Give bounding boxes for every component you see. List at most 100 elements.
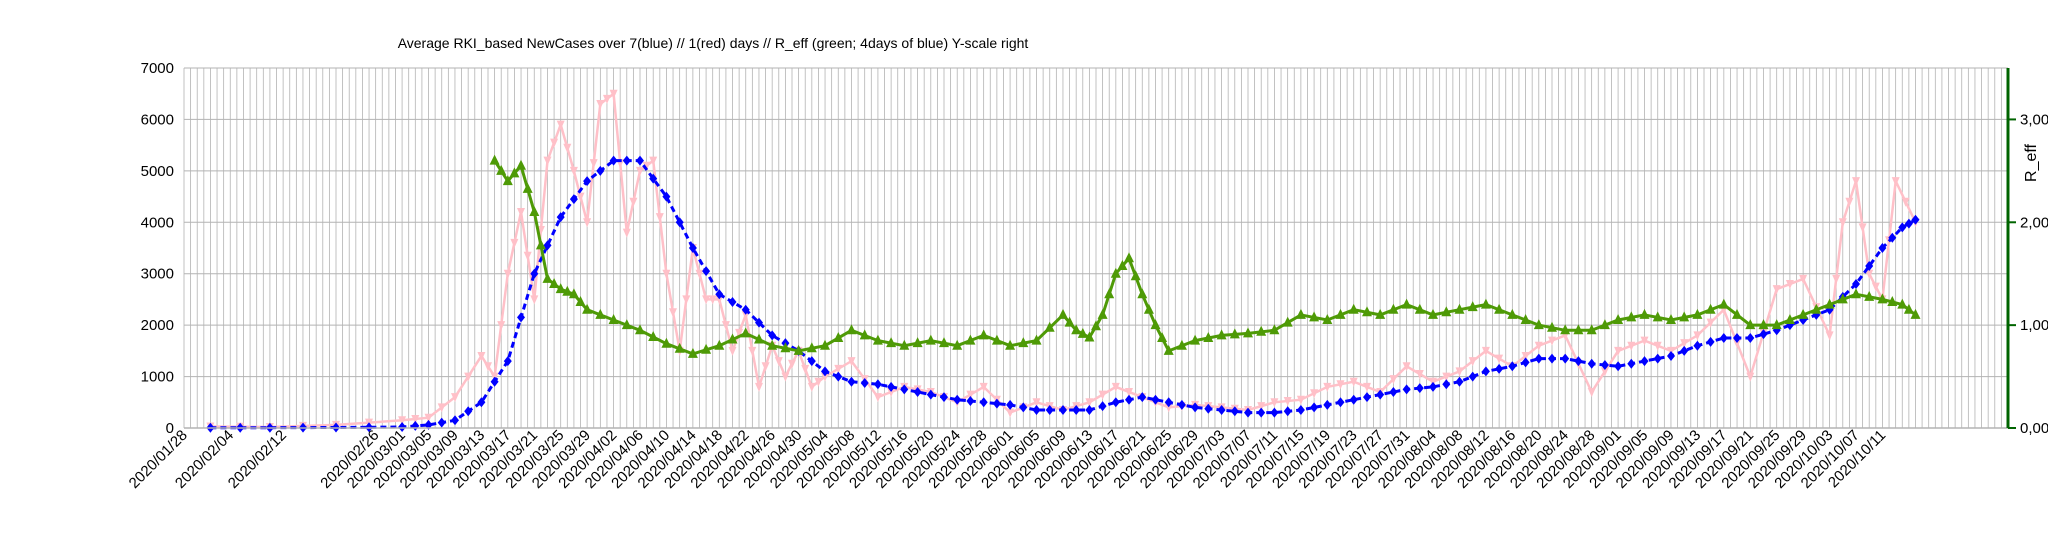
data-point-marker bbox=[1799, 274, 1808, 284]
data-point-marker bbox=[1124, 252, 1134, 263]
data-point-marker bbox=[1652, 311, 1663, 322]
data-point-marker bbox=[1309, 311, 1320, 322]
data-point-marker bbox=[1798, 308, 1809, 319]
data-point-marker bbox=[477, 397, 486, 408]
data-point-marker bbox=[1059, 405, 1067, 415]
data-point-marker bbox=[740, 327, 751, 338]
data-point-marker bbox=[675, 217, 684, 228]
data-point-marker bbox=[1005, 339, 1016, 350]
data-point-marker bbox=[1441, 306, 1452, 317]
data-point-marker bbox=[1084, 331, 1095, 342]
data-point-marker bbox=[1077, 327, 1088, 338]
data-point-marker bbox=[887, 388, 896, 397]
data-point-marker bbox=[569, 194, 578, 205]
data-point-marker bbox=[1348, 303, 1359, 314]
data-point-marker bbox=[1415, 383, 1424, 394]
data-point-marker bbox=[535, 239, 546, 250]
data-point-marker bbox=[1898, 222, 1907, 233]
data-point-marker bbox=[503, 356, 512, 367]
data-point-marker bbox=[1613, 314, 1624, 324]
data-point-marker bbox=[1217, 405, 1226, 415]
data-point-marker bbox=[1455, 376, 1464, 387]
data-point-marker bbox=[517, 208, 525, 217]
data-point-marker bbox=[953, 394, 962, 405]
data-point-marker bbox=[767, 339, 778, 350]
data-point-marker bbox=[1163, 344, 1174, 355]
data-point-marker bbox=[1130, 270, 1141, 281]
data-point-marker bbox=[833, 332, 844, 342]
data-point-marker bbox=[1454, 303, 1465, 314]
data-point-marker bbox=[1480, 298, 1491, 309]
data-point-marker bbox=[529, 206, 540, 216]
data-point-marker bbox=[609, 89, 618, 99]
data-point-marker bbox=[437, 417, 446, 428]
data-point-marker bbox=[1785, 280, 1794, 289]
data-point-marker bbox=[1871, 282, 1880, 292]
data-point-marker bbox=[1336, 397, 1345, 408]
y2-tick-label: 0,00 bbox=[2020, 420, 2048, 437]
data-point-marker bbox=[1085, 405, 1094, 415]
y2-tick-label: 1,00 bbox=[2020, 317, 2048, 334]
data-point-marker bbox=[1031, 334, 1042, 345]
data-point-marker bbox=[398, 416, 407, 426]
data-point-marker bbox=[714, 339, 725, 350]
data-point-marker bbox=[398, 422, 407, 432]
data-point-marker bbox=[629, 197, 638, 207]
data-point-marker bbox=[1058, 308, 1068, 319]
data-point-marker bbox=[979, 382, 988, 392]
data-point-marker bbox=[1402, 384, 1411, 395]
data-point-marker bbox=[1362, 306, 1372, 317]
data-point-marker bbox=[728, 297, 737, 307]
data-point-marker bbox=[1111, 397, 1120, 408]
data-point-marker bbox=[589, 159, 598, 169]
data-point-marker bbox=[516, 159, 526, 170]
data-point-marker bbox=[1626, 311, 1637, 322]
data-point-marker bbox=[1772, 285, 1781, 295]
data-point-marker bbox=[768, 330, 777, 341]
data-point-marker bbox=[755, 382, 763, 392]
data-point-marker bbox=[978, 329, 989, 340]
data-point-marker bbox=[662, 269, 671, 279]
data-point-marker bbox=[702, 266, 711, 277]
data-point-marker bbox=[555, 283, 566, 294]
data-point-marker bbox=[1256, 325, 1267, 336]
data-point-marker bbox=[1349, 377, 1358, 387]
data-point-marker bbox=[1363, 392, 1371, 403]
data-point-marker bbox=[661, 337, 672, 348]
data-point-marker bbox=[1310, 402, 1319, 413]
data-point-marker bbox=[1494, 303, 1505, 314]
data-point-marker bbox=[1901, 197, 1910, 207]
data-point-marker bbox=[636, 155, 644, 166]
data-point-marker bbox=[583, 176, 592, 187]
data-point-marker bbox=[1310, 389, 1319, 399]
data-point-marker bbox=[568, 288, 579, 299]
data-point-marker bbox=[1044, 321, 1055, 332]
data-point-marker bbox=[1745, 319, 1756, 330]
data-point-marker bbox=[1533, 319, 1544, 330]
data-point-marker bbox=[522, 182, 533, 193]
data-point-marker bbox=[1243, 327, 1253, 338]
data-point-marker bbox=[609, 155, 618, 166]
data-point-marker bbox=[1521, 352, 1530, 361]
data-point-marker bbox=[780, 342, 791, 353]
data-point-marker bbox=[899, 339, 910, 350]
data-point-marker bbox=[1388, 303, 1399, 314]
data-point-marker bbox=[873, 393, 882, 403]
y2-tick-label: 3,00 bbox=[2020, 111, 2048, 128]
data-point-marker bbox=[1402, 362, 1411, 372]
data-point-marker bbox=[781, 372, 790, 382]
data-point-marker bbox=[1295, 308, 1306, 319]
data-point-marker bbox=[1401, 298, 1412, 309]
data-point-marker bbox=[1138, 392, 1147, 403]
data-point-marker bbox=[886, 337, 897, 348]
data-point-marker bbox=[1865, 269, 1874, 279]
data-point-marker bbox=[1640, 336, 1649, 346]
data-point-marker bbox=[543, 240, 552, 251]
data-point-marker bbox=[1693, 340, 1702, 351]
data-point-marker bbox=[542, 272, 553, 283]
data-point-marker bbox=[1098, 401, 1107, 412]
data-point-marker bbox=[562, 285, 573, 296]
data-point-marker bbox=[688, 243, 697, 253]
data-point-marker bbox=[847, 357, 856, 367]
data-point-marker bbox=[1852, 279, 1860, 289]
